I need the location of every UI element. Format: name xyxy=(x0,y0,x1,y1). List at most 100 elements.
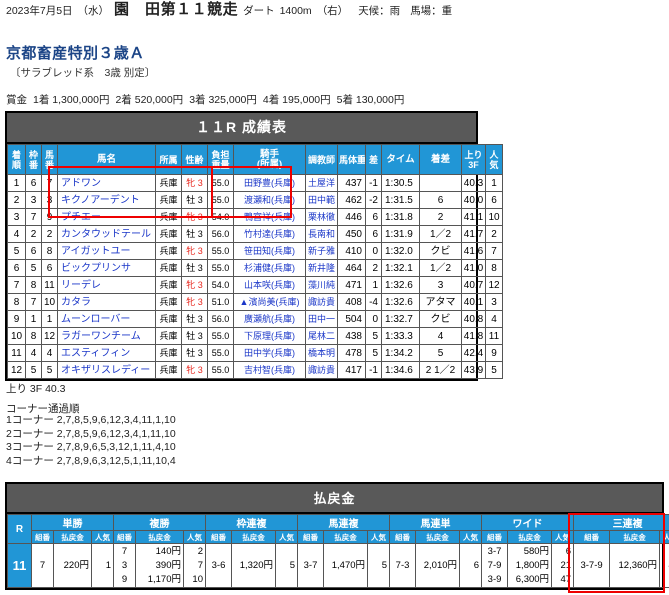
cell-body-weight: 438 xyxy=(337,327,366,345)
race-weather: 天候：雨 xyxy=(358,5,401,17)
race-distance: 1400m xyxy=(279,5,312,17)
cell-horse-name[interactable]: カンタウッドテール xyxy=(57,225,156,243)
cell-time: 1:31.5 xyxy=(381,191,420,209)
cell-horse-name[interactable]: ムーンローバー xyxy=(57,310,156,328)
payout-subheader-pop: 人気 xyxy=(551,530,575,544)
cell-trainer[interactable]: 土屋洋 xyxy=(305,174,338,192)
payout-subheader-amount: 払戻金 xyxy=(53,530,92,544)
cell-horse-name[interactable]: アイガットユー xyxy=(57,242,156,260)
cell-bracket: 1 xyxy=(25,310,42,328)
race-track-condition: 馬場：重 xyxy=(410,5,453,17)
payout-entry-pop: 6 xyxy=(473,559,480,571)
cell-bracket: 5 xyxy=(25,259,42,277)
cell-jockey[interactable]: 笹田知(兵庫) xyxy=(233,242,306,260)
cell-weight-diff: 0 xyxy=(365,310,382,328)
cell-trainer[interactable]: 長南和 xyxy=(305,225,338,243)
cell-last-3f: 40.8 xyxy=(461,310,486,328)
cell-trainer[interactable]: 諏訪貴 xyxy=(305,361,338,379)
cell-trainer[interactable]: 藻川純 xyxy=(305,276,338,294)
table-row: 8 7 10 カタラ 兵庫牝 3 51.0 ▲濱尚美(兵庫) 諏訪貴 408 -4 1:32.6 アタ… xyxy=(7,293,503,311)
cell-trainer[interactable]: 田中一 xyxy=(305,310,338,328)
payout-entry-amount: 1,170円 xyxy=(147,573,181,585)
cell-jockey[interactable]: 廣瀬航(兵庫) xyxy=(233,310,306,328)
cell-sex-age: 牝 3 xyxy=(181,208,208,226)
cell-rank: 4 xyxy=(7,225,26,243)
payout-cell-pop: 6 21 47 xyxy=(551,543,575,588)
cell-body-weight: 504 xyxy=(337,310,366,328)
cell-horse-name[interactable]: キクノアーデント xyxy=(57,191,156,209)
prize-money-line: 賞金 1着 1,300,000円 2着 520,000円 3着 325,000円 4着 … xyxy=(6,92,410,107)
cell-jockey[interactable]: 渡瀬和(兵庫) xyxy=(233,191,306,209)
payout-banner: 払戻金 xyxy=(7,484,662,514)
cell-rank: 2 xyxy=(7,191,26,209)
cell-trainer[interactable]: 諏訪貴 xyxy=(305,293,338,311)
payout-subheader-combo: 組番 xyxy=(481,530,509,544)
cell-body-weight: 478 xyxy=(337,344,366,362)
cell-last-3f: 43.9 xyxy=(461,361,486,379)
cell-rank: 10 xyxy=(7,327,26,345)
cell-jockey[interactable]: 杉浦健(兵庫) xyxy=(233,259,306,277)
cell-jockey[interactable]: 吉村智(兵庫) xyxy=(233,361,306,379)
table-row: 5 6 8 アイガットユー 兵庫牝 3 55.0 笹田知(兵庫) 新子雅 410 0 1:32.0 ク… xyxy=(7,242,503,260)
cell-trainer[interactable]: 橋本明 xyxy=(305,344,338,362)
cell-trainer[interactable]: 栗林徹 xyxy=(305,208,338,226)
col-last-3f: 上り 3F xyxy=(461,144,486,175)
cell-horse-number: 2 xyxy=(41,225,58,243)
payout-cell-amount: 12,360円 xyxy=(609,543,661,588)
prize-1: 1着 1,300,000円 xyxy=(33,94,110,106)
cell-bracket: 8 xyxy=(25,276,42,294)
cell-jockey[interactable]: ▲濱尚美(兵庫) xyxy=(233,293,306,311)
cell-bracket: 3 xyxy=(25,191,42,209)
cell-time: 1:34.6 xyxy=(381,361,420,379)
payout-entry-amount: 390円 xyxy=(155,559,181,571)
race-direction: （右） xyxy=(316,5,349,17)
cell-horse-name[interactable]: アドワン xyxy=(57,174,156,192)
cell-jockey[interactable]: 田野豊(兵庫) xyxy=(233,174,306,192)
payout-entry-amount: 140円 xyxy=(155,545,181,557)
cell-trainer[interactable]: 尾林二 xyxy=(305,327,338,345)
cell-popularity: 5 xyxy=(485,361,503,379)
cell-horse-name[interactable]: プチエー xyxy=(57,208,156,226)
cell-jockey[interactable]: 山本咲(兵庫) xyxy=(233,276,306,294)
cell-jockey[interactable]: 田中学(兵庫) xyxy=(233,344,306,362)
payout-subheader-combo: 組番 xyxy=(389,530,417,544)
cell-horse-name[interactable]: カタラ xyxy=(57,293,156,311)
cell-horse-name[interactable]: ラガーワンチーム xyxy=(57,327,156,345)
cell-bracket: 6 xyxy=(25,174,42,192)
payout-cell-pop: 2 7 10 xyxy=(183,543,206,588)
table-row: 6 5 6 ビックプリンサ 兵庫牡 3 55.0 杉浦健(兵庫) 新井隆 464 2 1:32.1 1… xyxy=(7,259,503,277)
cell-trainer[interactable]: 新子雅 xyxy=(305,242,338,260)
cell-bracket: 5 xyxy=(25,361,42,379)
payout-cell-pop: 1 xyxy=(91,543,114,588)
cell-weight-diff: -1 xyxy=(365,174,382,192)
cell-horse-name[interactable]: ビックプリンサ xyxy=(57,259,156,277)
cell-horse-name[interactable]: エスティフィン xyxy=(57,344,156,362)
col-jockey: 騎手 (所属) xyxy=(233,144,306,175)
cell-horse-name[interactable]: オキザリスレディー xyxy=(57,361,156,379)
payout-subheader-pop: 人気 xyxy=(459,530,483,544)
cell-last-3f: 40.0 xyxy=(461,191,486,209)
cell-body-weight: 450 xyxy=(337,225,366,243)
cell-horse-name[interactable]: リーデレ xyxy=(57,276,156,294)
cell-popularity: 2 xyxy=(485,225,503,243)
cell-margin xyxy=(419,174,462,192)
cell-trainer[interactable]: 新井隆 xyxy=(305,259,338,277)
cell-impost: 55.0 xyxy=(207,259,234,277)
cell-jockey[interactable]: 竹村達(兵庫) xyxy=(233,225,306,243)
corner-line-1: 1コーナー 2,7,8,5,9,6,12,3,4,11,1,10 xyxy=(6,414,176,426)
payout-cell-combo: 3-7 7-9 3-9 xyxy=(481,543,509,588)
cell-sex-age: 牝 3 xyxy=(181,174,208,192)
table-row: 1 6 7 アドワン 兵庫牝 3 55.0 田野豊(兵庫) 土屋洋 437 -1 1:30.5 40.… xyxy=(7,174,503,192)
payout-table: R単勝複勝枠連複馬連複馬連単ワイド三連複三連単 組番払戻金人気組番払戻金人気組番… xyxy=(7,514,669,588)
cell-jockey[interactable]: 下原理(兵庫) xyxy=(233,327,306,345)
corner-passage-heading: コーナー通過順 xyxy=(6,403,80,415)
payout-cell-pop: 6 xyxy=(459,543,483,588)
cell-trainer[interactable]: 田中範 xyxy=(305,191,338,209)
payout-cell-pop: 5 xyxy=(274,543,299,588)
table-row: 4 2 2 カンタウッドテール 兵庫牡 3 56.0 竹村達(兵庫) 長南和 450 6 1:31.… xyxy=(7,225,503,243)
cell-jockey[interactable]: 鴨宮祥(兵庫) xyxy=(233,208,306,226)
cell-time: 1:32.6 xyxy=(381,276,420,294)
payout-entry-pop: 5 xyxy=(381,559,388,571)
payout-subheader-combo: 組番 xyxy=(297,530,325,544)
cell-bracket: 2 xyxy=(25,225,42,243)
